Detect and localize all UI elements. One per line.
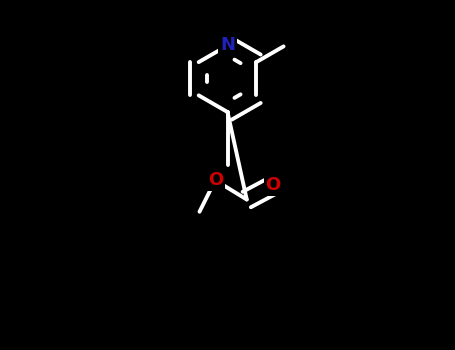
Text: O: O xyxy=(207,171,223,189)
Text: N: N xyxy=(220,36,235,55)
Text: O: O xyxy=(265,176,281,195)
